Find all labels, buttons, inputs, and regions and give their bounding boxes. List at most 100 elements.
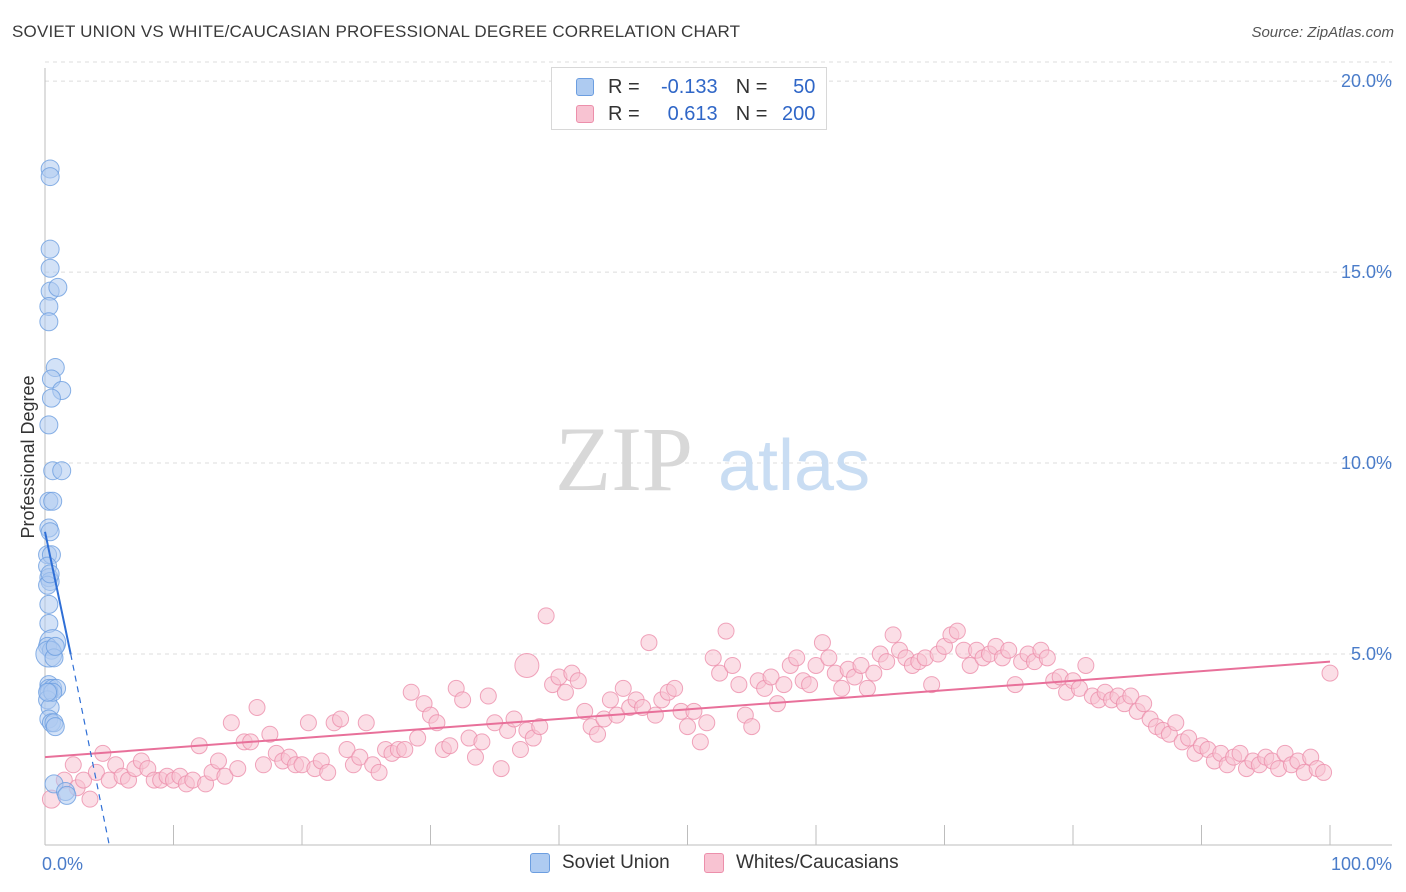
ticks-layer: 5.0% 10.0% 15.0% 20.0% 0.0% 100.0%	[42, 71, 1392, 874]
legend-swatch-whites	[704, 853, 724, 873]
legend-n-label: N =	[735, 102, 768, 125]
legend-swatch-white	[576, 105, 594, 123]
legend-n-value: 50	[793, 75, 816, 98]
data-point	[441, 737, 459, 755]
data-point	[402, 683, 420, 701]
data-point	[38, 682, 58, 702]
data-point	[1038, 649, 1056, 667]
data-point	[45, 636, 65, 656]
data-point	[248, 698, 266, 716]
data-point	[351, 748, 369, 766]
legend-r-label: R =	[608, 75, 640, 98]
data-point	[52, 461, 72, 481]
data-point	[691, 733, 709, 751]
data-point	[319, 763, 337, 781]
legend-item-soviet-union[interactable]: Soviet Union	[530, 852, 670, 874]
data-point	[39, 594, 59, 614]
legend-r-label: R =	[608, 102, 640, 125]
data-point	[454, 691, 472, 709]
grid	[45, 61, 1392, 655]
data-point	[852, 656, 870, 674]
data-point	[492, 760, 510, 778]
legend-r-value: -0.133	[660, 75, 718, 98]
trend-line-whites	[44, 660, 1331, 759]
legend-swatch-soviet	[576, 78, 594, 96]
data-point	[1167, 714, 1185, 732]
legend-label-soviet-union: Soviet Union	[562, 852, 670, 873]
data-point	[396, 741, 414, 759]
legend-n-value: 200	[782, 102, 816, 125]
data-point	[858, 679, 876, 697]
data-point	[717, 622, 735, 640]
data-point	[762, 668, 780, 686]
trend-layer	[44, 531, 1331, 846]
data-point	[81, 790, 99, 808]
data-point	[948, 622, 966, 640]
data-point	[40, 239, 60, 259]
data-point	[514, 652, 540, 678]
data-point	[40, 258, 60, 278]
data-point	[75, 771, 93, 789]
legend-label-whites: Whites/Caucasians	[736, 852, 899, 873]
data-point	[229, 760, 247, 778]
data-point	[473, 733, 491, 751]
data-point	[1231, 744, 1249, 762]
data-point	[679, 718, 696, 736]
legend-r-value: 0.613	[667, 102, 718, 125]
y-tick-label: 20.0%	[1341, 71, 1392, 91]
watermark-zip: ZIP	[555, 408, 693, 510]
data-point	[1000, 641, 1018, 659]
data-point	[531, 718, 549, 736]
data-point	[57, 785, 77, 805]
data-point	[48, 277, 68, 297]
y-tick-label: 5.0%	[1351, 644, 1392, 664]
data-point	[788, 649, 806, 667]
data-point	[878, 653, 896, 671]
data-point	[254, 756, 272, 774]
data-point	[39, 415, 59, 435]
data-point	[40, 522, 60, 542]
series-soviet-union	[35, 159, 77, 805]
data-point	[685, 702, 703, 720]
legend-row-white: R = 0.613 N = 200	[576, 102, 815, 126]
x-tick-label: 0.0%	[42, 854, 83, 874]
data-point	[1122, 687, 1140, 705]
data-point	[646, 706, 664, 724]
data-point	[833, 679, 851, 697]
series-legend: Soviet Union Whites/Caucasians	[0, 852, 1406, 878]
data-point	[338, 741, 356, 759]
data-point	[640, 634, 658, 652]
data-point	[64, 756, 82, 774]
data-point	[479, 687, 497, 705]
data-point	[409, 729, 427, 747]
data-point	[466, 748, 484, 766]
watermark-atlas: atlas	[718, 426, 870, 506]
data-point	[1315, 763, 1333, 781]
points-layer	[35, 159, 1339, 809]
data-point	[1321, 664, 1339, 682]
data-point	[614, 679, 632, 697]
data-point	[556, 683, 574, 701]
data-point	[39, 312, 59, 332]
data-point	[743, 718, 761, 736]
stats-legend: R = -0.133 N = 50 R = 0.613 N = 200	[551, 67, 827, 130]
data-point	[569, 672, 587, 690]
data-point	[801, 676, 819, 694]
data-point	[1135, 695, 1153, 713]
legend-swatch-soviet-union	[530, 853, 550, 873]
legend-item-whites[interactable]: Whites/Caucasians	[704, 852, 899, 874]
legend-n-label: N =	[735, 75, 768, 98]
data-point	[865, 664, 883, 682]
data-point	[505, 710, 523, 728]
data-point	[370, 763, 388, 781]
data-point	[698, 714, 716, 732]
data-point	[813, 634, 831, 652]
data-point	[216, 767, 234, 785]
data-point	[723, 656, 741, 674]
data-point	[40, 564, 60, 584]
data-point	[711, 664, 729, 682]
data-point	[589, 725, 607, 743]
data-point	[41, 388, 61, 408]
chart-title: SOVIET UNION VS WHITE/CAUCASIAN PROFESSI…	[12, 22, 741, 41]
data-point	[807, 656, 825, 674]
